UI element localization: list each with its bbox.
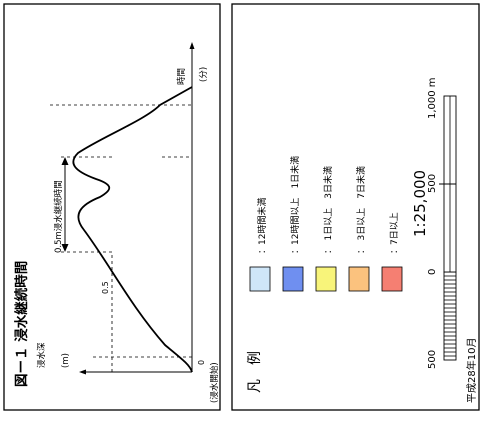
figure-title: 図ー１ 浸水継続時間 (13, 261, 30, 387)
x-axis-label: 時間 (177, 68, 187, 85)
legend-frame (231, 3, 480, 411)
x-axis-arrow (189, 42, 195, 49)
y-axis-arrow (79, 369, 86, 375)
legend-title: 凡 例 (247, 351, 263, 393)
legend-swatch-5 (381, 266, 403, 292)
legend-swatch-3 (315, 266, 337, 292)
scale-label-mid: 500 (427, 174, 438, 193)
scale-label-right: 1,000 m (427, 77, 438, 119)
y-axis-label: 浸水深 (36, 342, 47, 368)
legend-label-2: ：12時間以上 1日未満 (289, 156, 301, 254)
start-label: (浸水開始) (209, 362, 220, 403)
legend-label-1: ：12時間未満 (256, 198, 268, 254)
footer-date: 平成28年10月 (465, 338, 478, 403)
legend-label-3: ： 1日以上 3日未満 (322, 166, 334, 254)
duration-arrow-head-right (61, 157, 69, 165)
y-axis-unit: (m) (61, 353, 71, 368)
duration-label: 0.5m浸水継続時間 (53, 180, 64, 253)
tick-zero-label: 0 (197, 360, 206, 365)
depth-curve (72, 86, 193, 373)
legend-label-5: ：7日以上 (389, 212, 400, 254)
scale-label-left: 500 (427, 350, 438, 369)
scale-label-zero: 0 (427, 269, 438, 275)
scale-bar-ticks (444, 275, 456, 357)
figure-frame (3, 3, 221, 411)
x-axis-unit: (分) (199, 67, 209, 82)
scale-ratio: 1:25,000 (411, 170, 429, 237)
legend-label-4: ： 3日以上 7日未満 (355, 166, 367, 254)
tick-half-label: 0.5 (101, 281, 110, 294)
legend-swatch-2 (282, 266, 304, 292)
legend-swatch-1 (249, 266, 271, 292)
legend-swatch-4 (348, 266, 370, 292)
duration-arrow-head-left (61, 244, 69, 252)
